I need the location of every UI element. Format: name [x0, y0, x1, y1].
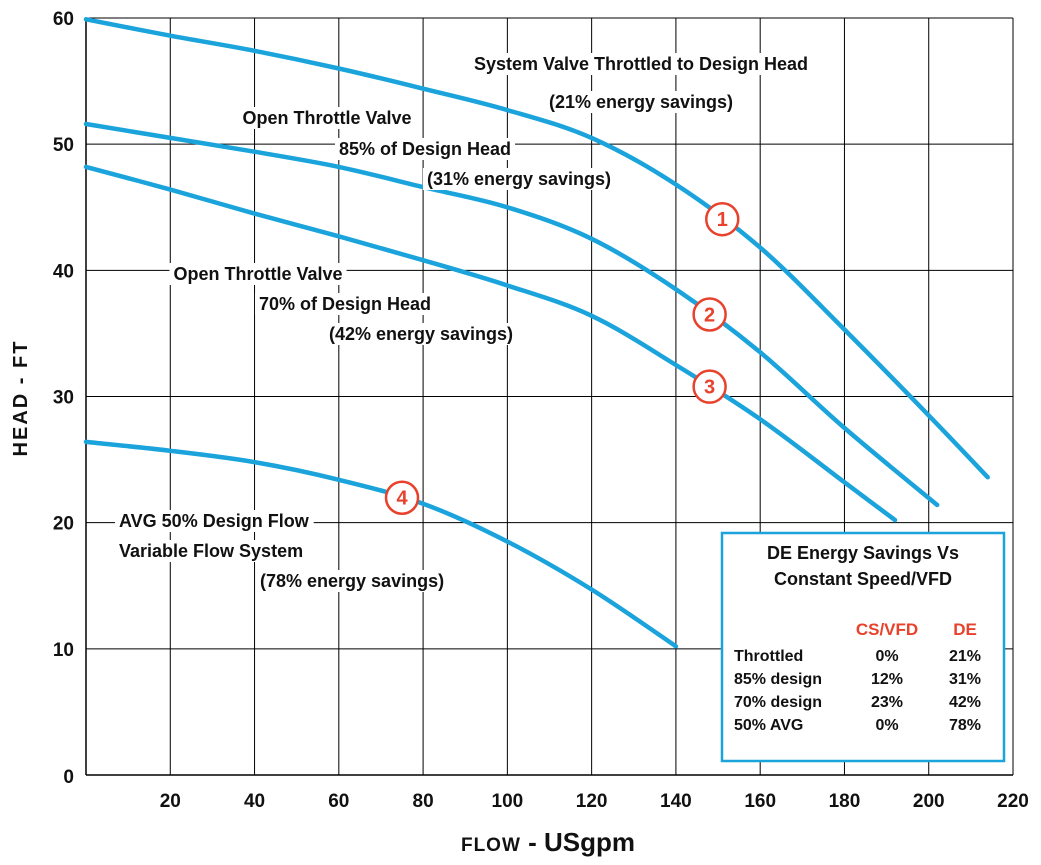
- savings-table-header-1: CS/VFD: [856, 620, 918, 639]
- x-tick-100: 100: [492, 791, 524, 812]
- curve-2-label-line-2: 85% of Design Head: [339, 139, 511, 159]
- savings-table-header-2: DE: [953, 620, 977, 639]
- savings-table-cell-r4-c3: 78%: [949, 717, 981, 734]
- savings-table-cell-r2-c1: 85% design: [734, 671, 822, 688]
- savings-table-title-line-2: Constant Speed/VFD: [774, 569, 952, 589]
- curve-4-label-line-1: AVG 50% Design Flow: [119, 511, 310, 531]
- curve-1: [83, 17, 990, 480]
- savings-table-box: [720, 531, 1006, 763]
- x-tick-20: 20: [160, 791, 181, 812]
- x-axis-title-suffix: - USgpm: [521, 827, 635, 857]
- savings-table-cell-r2-c3: 31%: [949, 671, 981, 688]
- y-tick-60: 60: [53, 9, 74, 30]
- curve-4-label-line-3: (78% energy savings): [260, 571, 444, 591]
- y-tick-20: 20: [53, 514, 74, 535]
- curve-4-label-bg-3: [256, 570, 449, 592]
- curve-marker-2: 2: [692, 297, 727, 332]
- curve-2-label-bg-2: [334, 138, 516, 160]
- y-tick-10: 10: [53, 640, 74, 661]
- savings-table-cell-r4-c2: 0%: [875, 717, 898, 734]
- curve-4-label-bg-2: [115, 540, 308, 562]
- annotations: System Valve Throttled to Design Head (21…: [115, 53, 813, 592]
- savings-table-cell-r3-c2: 23%: [871, 694, 903, 711]
- curve-marker-circle-3: [692, 369, 727, 404]
- y-tick-30: 30: [53, 388, 74, 409]
- x-tick-120: 120: [576, 791, 608, 812]
- y-tick-40: 40: [53, 261, 74, 282]
- savings-table: DE Energy Savings Vs Constant Speed/VFD CS…: [720, 531, 1006, 763]
- curve-1-label-line-2: (21% energy savings): [549, 92, 733, 112]
- curve-marker-number-3: 3: [704, 377, 715, 399]
- curve-marker-1: 1: [705, 201, 740, 237]
- savings-table-cell-r1-c2: 0%: [875, 648, 898, 665]
- curve-3-label-bg-2: [254, 293, 436, 315]
- x-tick-40: 40: [244, 791, 265, 812]
- savings-table-cell-r3-c1: 70% design: [734, 694, 822, 711]
- x-tick-200: 200: [913, 791, 945, 812]
- curve-3: [83, 164, 898, 523]
- x-tick-140: 140: [660, 791, 692, 812]
- curve-2-label-bg-1: [238, 107, 416, 129]
- x-axis-title-prefix: FLOW: [461, 835, 521, 856]
- curve-1-label-bg-2: [544, 91, 738, 113]
- curve-3-label-line-2: 70% of Design Head: [259, 294, 431, 314]
- curve-3-label-line-1: Open Throttle Valve: [173, 264, 342, 284]
- y-axis-title: HEAD - FT: [10, 340, 32, 457]
- curve-marker-number-1: 1: [717, 209, 728, 231]
- savings-table-cell-r3-c3: 42%: [949, 694, 981, 711]
- curve-2-label-line-3: (31% energy savings): [427, 169, 611, 189]
- savings-table-cell-r1-c1: Throttled: [734, 648, 803, 665]
- x-tick-60: 60: [328, 791, 349, 812]
- savings-table-cell-r4-c1: 50% AVG: [734, 717, 803, 734]
- curve-marker-circle-4: [384, 480, 420, 515]
- savings-table-cell-r2-c2: 12%: [871, 671, 903, 688]
- curve-marker-number-4: 4: [396, 488, 408, 510]
- curve-2-label-bg-3: [422, 168, 616, 190]
- savings-table-cell-r1-c3: 21%: [949, 648, 981, 665]
- curve-4-label-bg-1: [115, 510, 314, 532]
- curve-marker-number-2: 2: [704, 304, 715, 326]
- curve-1-label-bg-1: [469, 53, 813, 75]
- curve-3-label-bg-3: [324, 323, 518, 345]
- savings-table-title-line-1: DE Energy Savings Vs: [767, 543, 959, 563]
- curve-4: [83, 439, 679, 649]
- curve-3-label-bg-1: [169, 263, 347, 285]
- grid: [86, 17, 1014, 775]
- axes: 20 40 60 80 100 120 140 160 180 200 22001020304050…: [53, 9, 1029, 812]
- curve-markers: 1 2 3 4: [384, 201, 740, 515]
- curve-3-label-line-3: (42% energy savings): [329, 324, 513, 344]
- curve-marker-3: 3: [692, 369, 727, 404]
- y-tick-0: 0: [63, 767, 74, 788]
- x-tick-80: 80: [413, 791, 434, 812]
- x-tick-220: 220: [997, 791, 1029, 812]
- curve-marker-circle-2: [692, 297, 727, 332]
- curves: [83, 17, 990, 649]
- curve-2: [83, 121, 940, 508]
- x-tick-160: 160: [744, 791, 776, 812]
- curve-4-label-line-2: Variable Flow System: [119, 541, 303, 561]
- curve-1-label-line-1: System Valve Throttled to Design Head: [474, 54, 808, 74]
- curve-marker-circle-1: [705, 201, 740, 237]
- y-tick-50: 50: [53, 135, 74, 156]
- curve-2-label-line-1: Open Throttle Valve: [242, 108, 411, 128]
- curve-marker-4: 4: [384, 480, 420, 515]
- x-axis-title: FLOW - USgpm: [461, 827, 635, 857]
- x-tick-180: 180: [829, 791, 861, 812]
